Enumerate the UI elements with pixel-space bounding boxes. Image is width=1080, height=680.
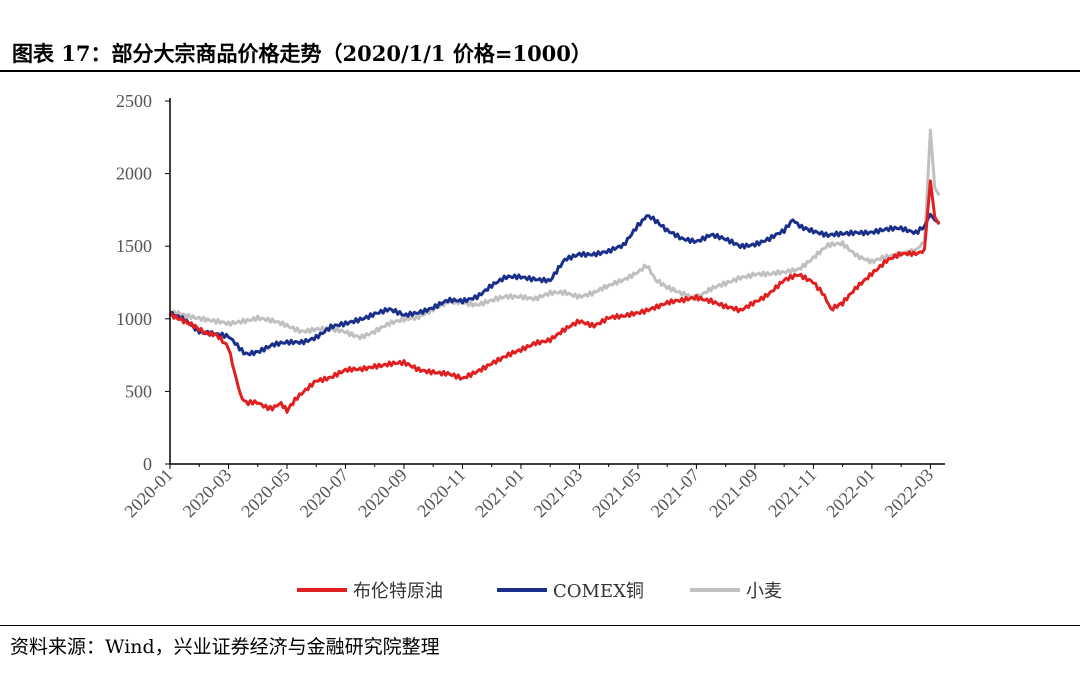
x-tick-label: 2020-11	[413, 465, 469, 521]
series-line-wheat	[169, 128, 941, 341]
y-tick-label: 500	[125, 381, 152, 401]
legend-label: COMEX铜	[553, 581, 644, 602]
x-tick-label: 2020-05	[237, 465, 294, 522]
x-tick-label: 2021-07	[647, 465, 704, 522]
source-note: 资料来源：Wind，兴业证券经济与金融研究院整理	[10, 636, 440, 658]
legend-label: 小麦	[746, 581, 782, 602]
source-divider	[0, 625, 1080, 626]
x-tick-label: 2020-09	[354, 465, 411, 522]
title-divider	[0, 70, 1080, 72]
legend-label: 布伦特原油	[353, 581, 443, 602]
y-tick-label: 1000	[116, 309, 152, 329]
y-tick-label: 0	[143, 454, 152, 474]
x-tick-label: 2021-05	[588, 465, 645, 522]
figure-title: 图表 17：部分大宗商品价格走势（2020/1/1 价格=1000）	[12, 41, 592, 66]
x-tick-label: 2021-03	[530, 465, 587, 522]
series-line-comex-copper	[168, 212, 941, 357]
x-tick-label: 2022-01	[822, 465, 879, 522]
y-tick-label: 2500	[116, 91, 152, 111]
x-tick-label: 2020-07	[296, 465, 353, 522]
x-tick-label: 2021-09	[705, 465, 762, 522]
x-tick-label: 2020-03	[179, 465, 236, 522]
y-tick-label: 1500	[116, 236, 152, 256]
x-tick-label: 2021-11	[764, 465, 820, 521]
x-tick-label: 2021-01	[471, 465, 528, 522]
series-line-brent	[169, 179, 941, 414]
x-tick-label: 2022-03	[881, 465, 938, 522]
y-tick-label: 2000	[116, 164, 152, 184]
